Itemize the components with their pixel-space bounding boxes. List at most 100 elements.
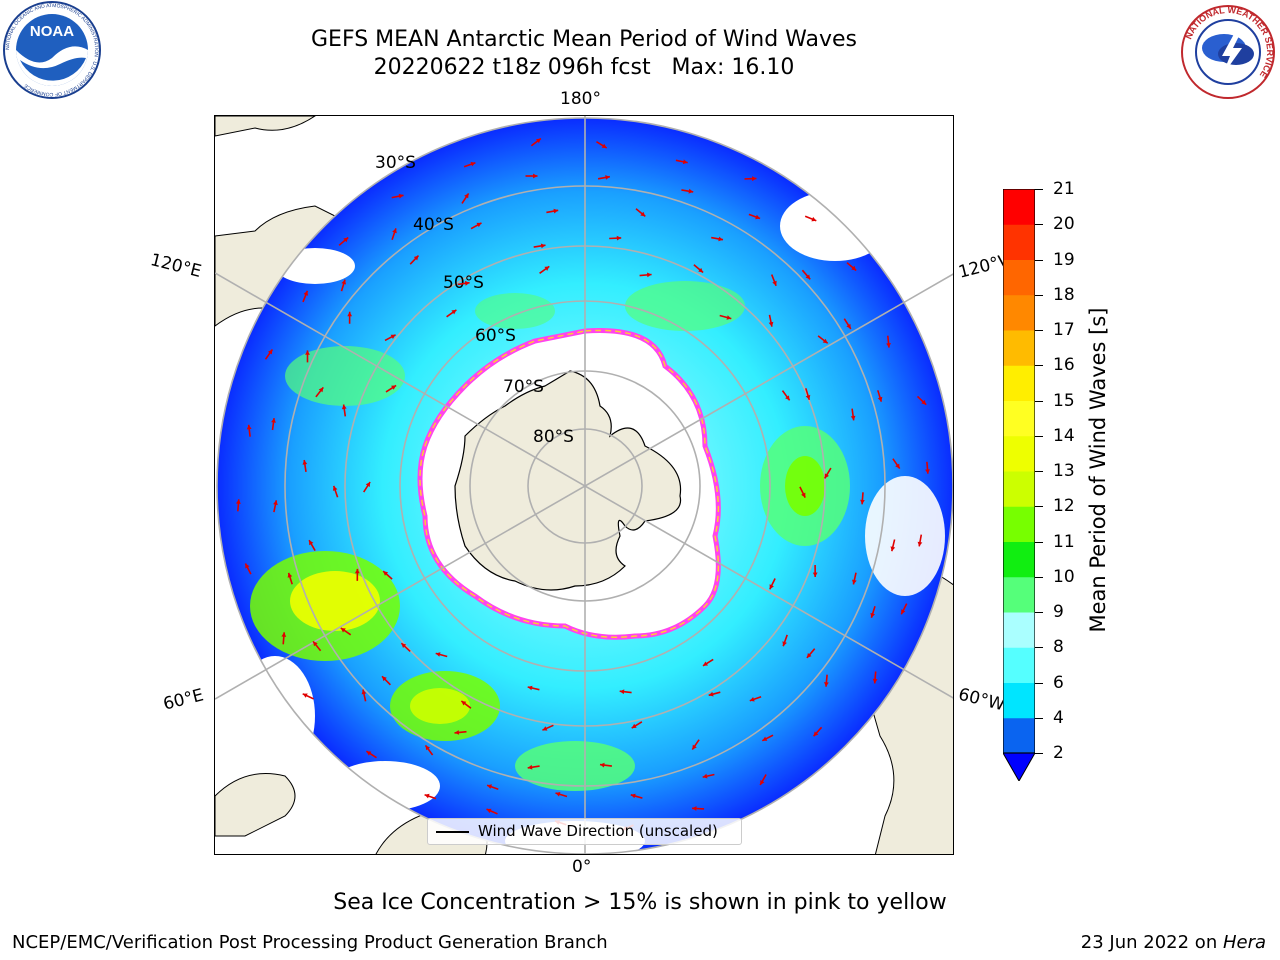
colorbar-tick-label: 11 (1053, 531, 1075, 552)
wind-wave-arrow-head (647, 272, 652, 278)
sea-ice-note: Sea Ice Concentration > 15% is shown in … (333, 890, 947, 915)
wind-wave-arrow-head (246, 424, 252, 430)
wind-wave-arrow-head (752, 176, 757, 182)
wind-wave-arrow-head (925, 469, 930, 474)
lat-label-80s: 80°S (533, 427, 574, 447)
colorbar-band (1003, 259, 1035, 296)
wind-wave-arrow-head (688, 188, 694, 194)
colorbar-tick-mark (1035, 294, 1043, 296)
colorbar-tick-label: 12 (1053, 496, 1075, 517)
colorbar-tick-label: 17 (1053, 320, 1075, 340)
colorbar-tick-mark (1035, 330, 1043, 331)
wind-wave-arrow-head (435, 652, 441, 657)
wind-wave-arrow-head (824, 473, 829, 479)
wind-wave-arrow-head (619, 689, 625, 695)
wind-wave-arrow-head (718, 236, 723, 242)
lat-label-60s: 60°S (475, 326, 516, 346)
wind-wave-arrow-head (425, 745, 430, 751)
wind-wave-arrow-head (768, 321, 774, 327)
antarctica-landmass (454, 370, 682, 591)
lon-label-0: 0° (572, 857, 592, 877)
colorbar-band (1003, 435, 1035, 472)
wind-wave-arrow-head (616, 235, 622, 241)
graticule (215, 116, 953, 854)
wind-wave-arrow-head (812, 572, 818, 577)
colorbar-tick-mark (1035, 682, 1043, 684)
wind-wave-arrow-head (451, 309, 457, 315)
wind-wave-arrow-head (365, 482, 371, 487)
wind-wave-arrow-head (354, 568, 360, 574)
colorbar-tick-label: 21 (1053, 179, 1075, 199)
wind-wave-arrow-head (542, 726, 548, 731)
colorbar-tick-label: 9 (1053, 602, 1064, 622)
wind-wave-arrow-head (769, 584, 774, 590)
wind-wave-arrow-head (245, 563, 250, 569)
footer-date-text: 23 Jun 2022 on (1080, 932, 1223, 953)
colorbar-tick-mark (1035, 435, 1043, 437)
wind-wave-arrow-head (398, 193, 404, 199)
wind-wave-arrow-head (785, 395, 790, 401)
wind-wave-arrow-head (302, 693, 308, 698)
wind-wave-arrow-head (822, 338, 828, 344)
chart-subtitle: 20220622 t18z 096h fcst Max: 16.10 (373, 55, 795, 80)
colorbar-band (1003, 294, 1035, 331)
wind-wave-arrow-head (555, 792, 561, 797)
footer-date: 23 Jun 2022 on Hera (1081, 932, 1266, 953)
chart-title: GEFS MEAN Antarctic Mean Period of Wind … (311, 27, 857, 52)
wind-wave-arrow-head (391, 385, 397, 390)
wind-wave-arrow-head (424, 793, 430, 799)
wind-wave-arrow-head (886, 343, 891, 348)
wind-wave-arrow-head (901, 609, 906, 615)
colorbar-tick-label: 8 (1053, 637, 1064, 658)
wind-wave-arrow-head (890, 546, 896, 552)
colorbar-tick-mark (1035, 717, 1043, 719)
wind-wave-arrow-head (361, 689, 367, 695)
wind-wave-arrow-head (702, 773, 708, 779)
wind-wave-arrow-head (813, 731, 819, 737)
wind-wave-arrow-head (401, 643, 407, 648)
wind-wave-arrow-head (852, 579, 857, 585)
wind-wave-arrow-head (347, 311, 352, 317)
wind-wave-arrow-head (341, 279, 346, 285)
wind-wave-arrow-head (302, 460, 308, 465)
colorbar-band (1003, 330, 1035, 366)
wind-wave-arrow-head (487, 784, 492, 789)
wind-wave-arrow-head (536, 138, 541, 144)
wind-wave-arrow-head (682, 159, 688, 165)
lon-label-60w: 60°W (956, 684, 1007, 716)
colorbar-tick-mark (1035, 224, 1043, 226)
colorbar-tick-mark (1035, 753, 1043, 754)
wind-wave-arrow-head (895, 463, 900, 469)
colorbar-tick-label: 18 (1053, 284, 1075, 305)
noaa-logo-text: NOAA (30, 23, 74, 40)
colorbar-tick-label: 19 (1053, 249, 1075, 270)
lon-label-60e: 60°E (161, 685, 206, 715)
wind-wave-arrow-head (811, 216, 817, 222)
wind-wave-arrow-head (801, 492, 806, 498)
colorbar-tick-label: 20 (1053, 214, 1075, 235)
colorbar-tick-mark (1035, 400, 1043, 402)
wind-wave-arrow-head (527, 685, 533, 691)
colorbar-tick-mark (1035, 506, 1043, 508)
wind-wave-arrow-head (464, 193, 469, 199)
wind-wave-arrow-head (366, 751, 372, 756)
colorbar-band (1003, 189, 1035, 225)
wind-wave-arrow-head (630, 793, 636, 799)
wind-wave-arrow-head (540, 243, 546, 249)
map-panel: 30°S 40°S 50°S 60°S 70°S 80°S (214, 115, 954, 855)
wind-wave-arrow-head (553, 208, 559, 214)
wind-wave-arrow-head (640, 211, 646, 217)
wind-wave-arrow-head (601, 143, 607, 148)
wind-wave-arrow-head (476, 222, 482, 228)
colorbar-tick-label: 6 (1053, 672, 1064, 693)
wind-wave-arrow-head (390, 334, 396, 339)
colorbar-tick-label: 2 (1053, 743, 1064, 763)
wind-wave-arrow-head (273, 500, 278, 506)
wind-wave-arrow-head (877, 396, 883, 402)
nws-logo: NATIONAL WEATHER SERVICE (1181, 5, 1275, 99)
colorbar-band (1003, 224, 1035, 260)
wind-wave-arrow-head (824, 682, 829, 687)
wind-wave-arrow-head (343, 237, 349, 243)
wind-wave-arrow-head (782, 641, 787, 647)
colorbar-tick-label: 16 (1053, 355, 1075, 376)
